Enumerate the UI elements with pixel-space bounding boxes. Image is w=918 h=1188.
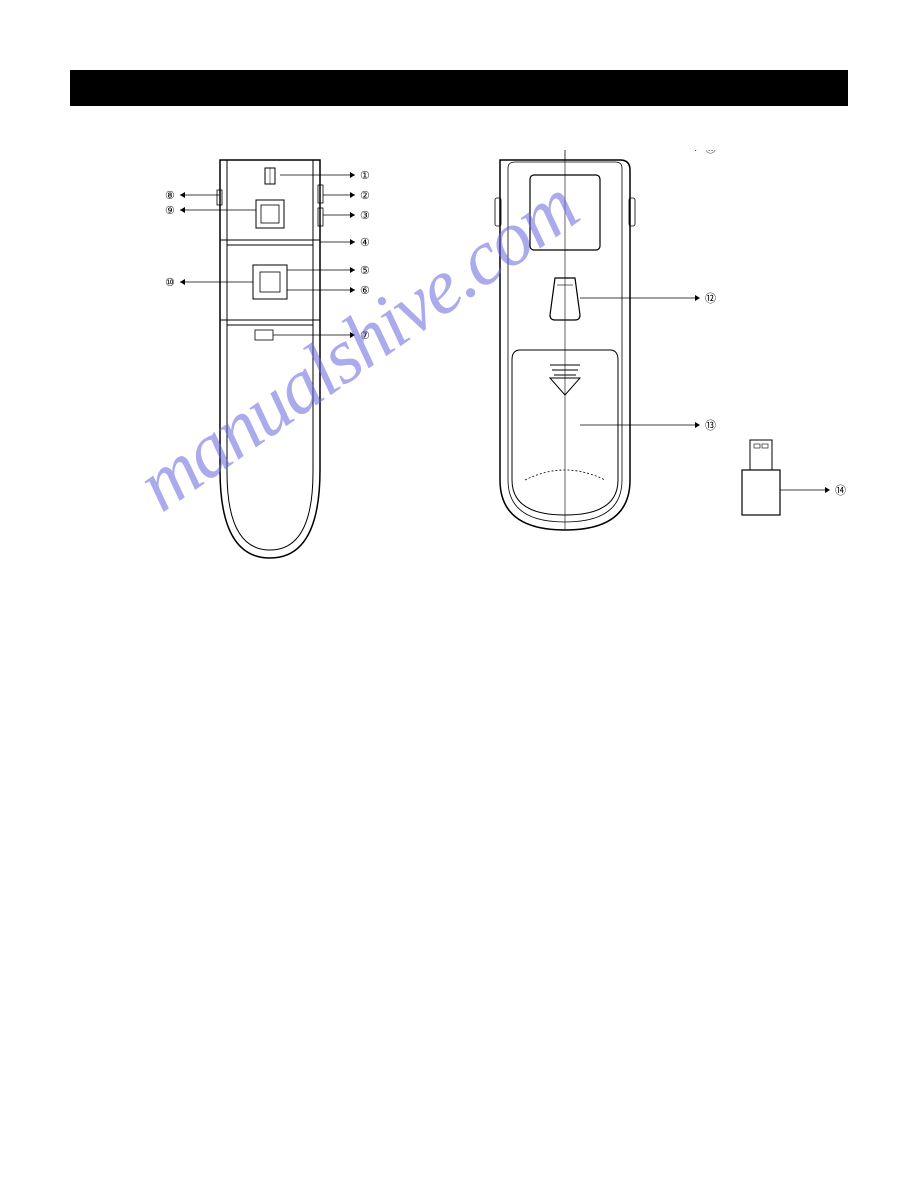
callout-12: ⑫ xyxy=(705,292,716,305)
callout-11: ⑪ xyxy=(705,150,716,155)
callout-10: ⑩ xyxy=(165,277,175,289)
callout-4: ④ xyxy=(360,237,370,249)
callout-6: ⑥ xyxy=(360,285,370,297)
front-view: ① ② ③ ④ ⑤ ⑥ ⑦ ⑧ ⑨ ⑩ xyxy=(165,160,370,558)
callout-5: ⑤ xyxy=(360,265,370,277)
callout-8: ⑧ xyxy=(165,190,175,202)
back-view: ⑪ ⑫ ⑬ xyxy=(495,150,716,530)
callout-1: ① xyxy=(360,170,370,182)
usb-dongle: ⑭ xyxy=(742,440,846,515)
device-diagram: ① ② ③ ④ ⑤ ⑥ ⑦ ⑧ ⑨ ⑩ xyxy=(70,150,848,600)
callout-9: ⑨ xyxy=(165,205,175,217)
callout-3: ③ xyxy=(360,210,370,222)
callout-7: ⑦ xyxy=(360,330,370,342)
callout-13: ⑬ xyxy=(705,419,716,432)
callout-2: ② xyxy=(360,190,370,202)
header-black-bar xyxy=(70,70,848,106)
callout-14: ⑭ xyxy=(835,484,846,497)
